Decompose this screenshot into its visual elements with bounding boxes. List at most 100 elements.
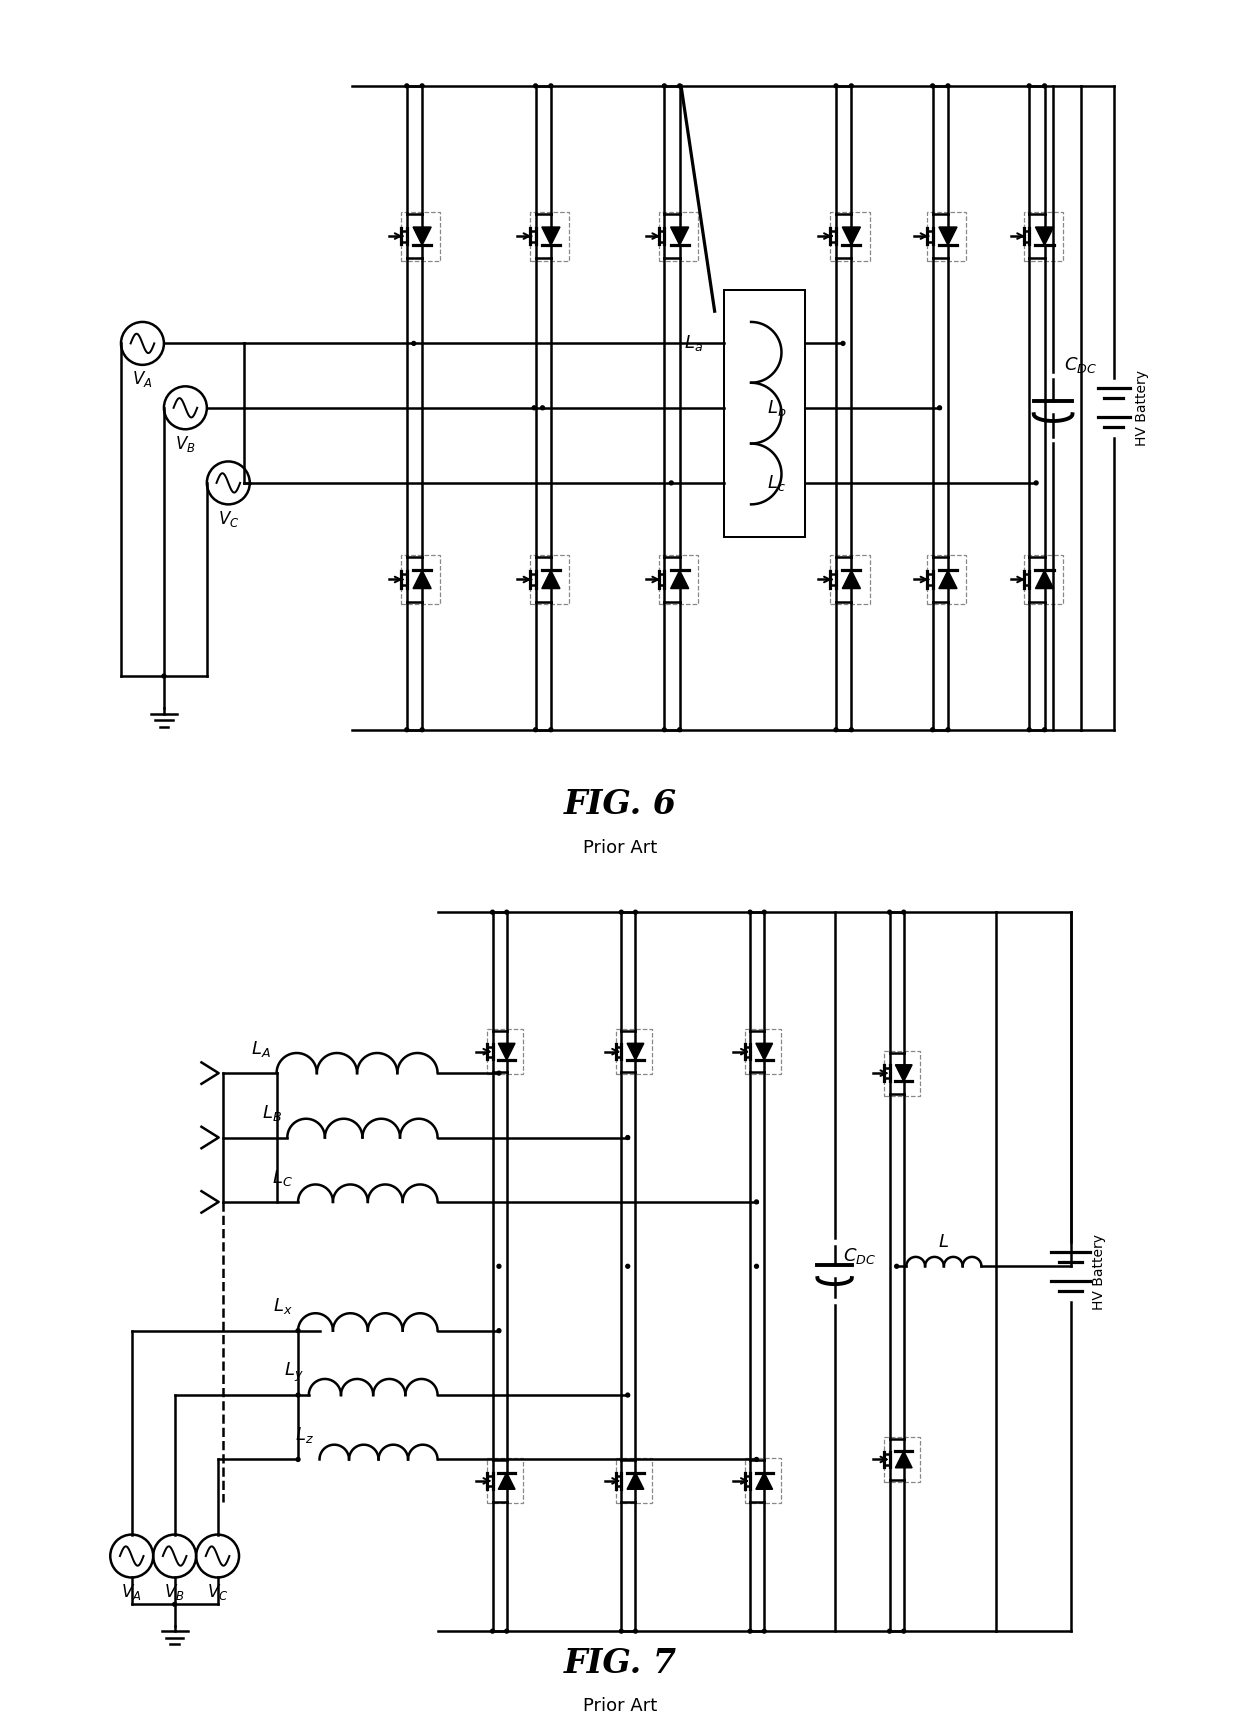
Bar [1023,555,1063,604]
Circle shape [755,1458,759,1461]
Circle shape [901,910,905,913]
Polygon shape [756,1044,773,1059]
Circle shape [634,1629,637,1633]
Bar [745,1458,781,1504]
Circle shape [412,342,415,345]
Circle shape [1034,481,1038,484]
Text: $V_C$: $V_C$ [207,1581,228,1602]
Polygon shape [627,1044,644,1059]
Circle shape [1027,84,1032,88]
Circle shape [533,84,537,88]
Bar [616,1028,652,1075]
Polygon shape [413,570,432,589]
Circle shape [296,1458,300,1461]
Circle shape [491,1629,495,1633]
Bar [402,555,440,604]
Circle shape [497,1071,501,1075]
Polygon shape [498,1044,515,1059]
Text: $L_a$: $L_a$ [683,333,703,354]
Polygon shape [542,570,560,589]
Text: $L_c$: $L_c$ [768,472,786,493]
Circle shape [763,1629,766,1633]
Text: $L_A$: $L_A$ [252,1039,272,1059]
Circle shape [748,1629,751,1633]
Circle shape [497,1264,501,1269]
Circle shape [931,728,935,731]
Bar [884,1437,920,1482]
Polygon shape [498,1473,515,1489]
Circle shape [491,910,495,913]
Circle shape [841,342,844,345]
Circle shape [420,728,424,731]
Circle shape [626,1135,630,1140]
Circle shape [1043,84,1047,88]
Bar [487,1028,523,1075]
Circle shape [937,405,941,410]
Circle shape [626,1264,630,1269]
Circle shape [946,728,950,731]
Text: $L$: $L$ [939,1233,950,1252]
Bar [831,555,869,604]
Circle shape [497,1329,501,1332]
Circle shape [835,728,838,731]
Circle shape [532,405,536,410]
Circle shape [901,1629,905,1633]
Text: $L_C$: $L_C$ [272,1168,293,1188]
Text: Prior Art: Prior Art [583,840,657,857]
Circle shape [946,84,950,88]
Circle shape [1027,728,1032,731]
Bar [658,211,698,261]
Circle shape [1043,728,1047,731]
Circle shape [549,84,553,88]
Bar [745,1028,781,1075]
Circle shape [505,1629,508,1633]
Text: $V_B$: $V_B$ [165,1581,185,1602]
Polygon shape [671,227,688,246]
Text: $C_{DC}$: $C_{DC}$ [1064,355,1097,376]
Polygon shape [413,227,432,246]
Circle shape [404,84,409,88]
Polygon shape [842,570,861,589]
Polygon shape [939,570,957,589]
Text: $L_B$: $L_B$ [262,1104,281,1123]
Circle shape [549,728,553,731]
Circle shape [162,675,166,678]
Text: HV Battery: HV Battery [1135,369,1149,446]
Bar [529,555,569,604]
Circle shape [888,1629,892,1633]
Polygon shape [895,1065,913,1082]
Bar [402,211,440,261]
Circle shape [748,910,751,913]
Text: $V_C$: $V_C$ [217,508,239,529]
Text: $C_{DC}$: $C_{DC}$ [843,1247,877,1265]
Polygon shape [939,227,957,246]
Bar [724,290,805,536]
Text: $L_b$: $L_b$ [768,398,786,417]
Circle shape [505,910,508,913]
Polygon shape [627,1473,644,1489]
Polygon shape [842,227,861,246]
Bar [884,1051,920,1095]
Circle shape [888,910,892,913]
Circle shape [619,910,624,913]
Text: $V_B$: $V_B$ [175,434,196,453]
Polygon shape [1035,570,1054,589]
Circle shape [670,481,673,484]
Bar [1023,211,1063,261]
Circle shape [755,1264,759,1269]
Circle shape [678,728,682,731]
Circle shape [678,84,682,88]
Circle shape [634,910,637,913]
Text: $L_z$: $L_z$ [295,1425,314,1446]
Text: Prior Art: Prior Art [583,1698,657,1715]
Circle shape [755,1200,759,1204]
Text: FIG. 7: FIG. 7 [563,1647,677,1679]
Circle shape [895,1264,899,1269]
Circle shape [662,728,666,731]
Circle shape [626,1392,630,1398]
Circle shape [662,84,666,88]
Circle shape [296,1329,300,1332]
Polygon shape [756,1473,773,1489]
Circle shape [296,1392,300,1398]
Circle shape [763,910,766,913]
